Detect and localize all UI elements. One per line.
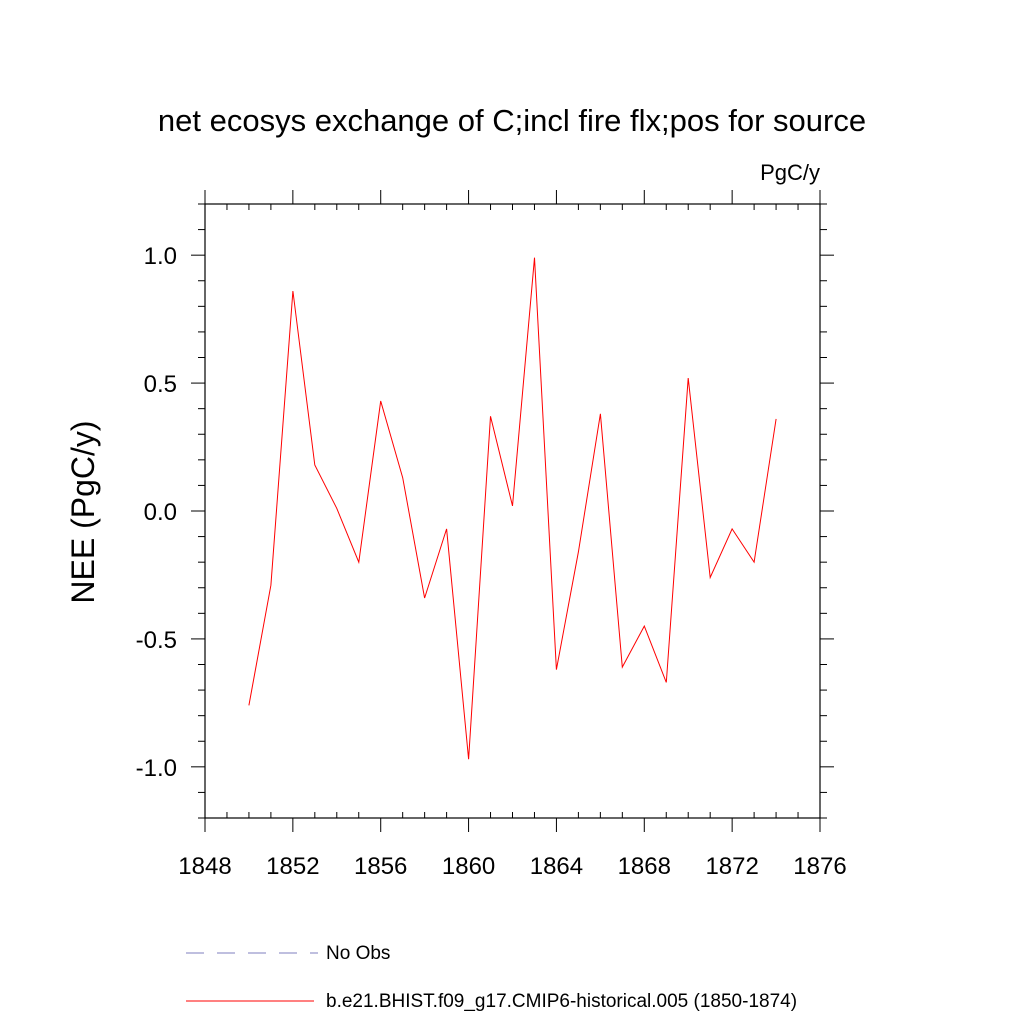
axis-ticks [191, 190, 834, 832]
y-tick-label: 0.5 [144, 371, 177, 398]
series-line [248, 257, 777, 760]
x-tick-label: 1852 [266, 853, 319, 880]
x-tick-label: 1868 [618, 853, 671, 880]
y-tick-label: -1.0 [136, 755, 177, 782]
x-tick-labels: 1848 1852 1856 1860 1864 1868 1872 1876 [178, 853, 846, 880]
y-axis-label: NEE (PgC/y) [65, 420, 101, 603]
y-tick-label: -0.5 [136, 627, 177, 654]
y-tick-labels: -1.0 -0.5 0.0 0.5 1.0 [136, 243, 177, 782]
units-label: PgC/y [760, 160, 820, 185]
chart-title: net ecosys exchange of C;incl fire flx;p… [158, 103, 866, 138]
x-tick-label: 1860 [442, 853, 495, 880]
series-group [248, 257, 777, 760]
legend-label-no-obs: No Obs [326, 943, 390, 964]
x-tick-label: 1864 [530, 853, 583, 880]
y-tick-label: 0.0 [144, 499, 177, 526]
plot-frame [204, 203, 821, 819]
legend-label-historical: b.e21.BHIST.f09_g17.CMIP6-historical.005… [326, 991, 797, 1012]
y-tick-label: 1.0 [144, 243, 177, 270]
x-tick-label: 1872 [705, 853, 758, 880]
x-tick-label: 1848 [178, 853, 231, 880]
x-tick-label: 1856 [354, 853, 407, 880]
legend: No Obs b.e21.BHIST.f09_g17.CMIP6-histori… [186, 943, 797, 1012]
x-tick-label: 1876 [793, 853, 846, 880]
